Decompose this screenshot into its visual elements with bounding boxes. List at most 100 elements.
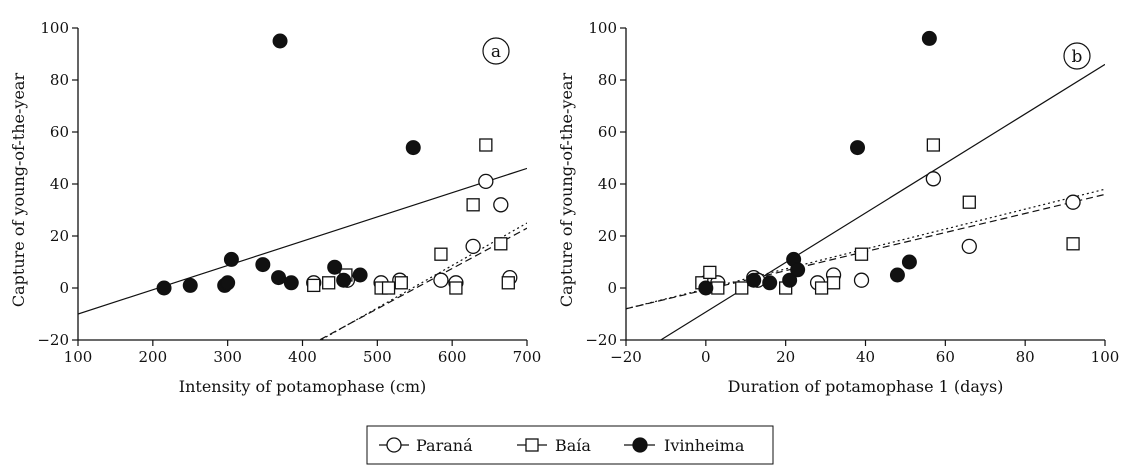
data-point-parana-b [1065, 194, 1081, 210]
data-point-baia-b [926, 138, 941, 152]
data-point-parana-a [478, 173, 494, 190]
data-point-ivinheima-a [271, 270, 287, 286]
data-point-baia-b [814, 281, 829, 295]
x-axis-title-b: Duration of potamophase 1 (days) [728, 377, 1004, 396]
data-point-baia-b [711, 281, 725, 295]
data-point-ivinheima-a [223, 251, 239, 267]
data-point-baia-a [501, 276, 515, 290]
data-point-baia-a [394, 276, 408, 290]
x-tick-label-a: 300 [213, 348, 242, 366]
legend-label-parana: Paraná [416, 436, 473, 455]
legend-label-baia: Baía [555, 436, 591, 455]
y-tick-label-b: 0 [607, 279, 617, 297]
chart-panel-a: −20 0 20 40 60 80 100 100 200 300 400 500 600 700 Inte… [9, 19, 542, 396]
x-tick-label-b: 60 [936, 348, 955, 366]
fit-line-parana-a [319, 222, 527, 340]
data-point-baia-b [854, 247, 869, 261]
data-point-baia-b [703, 265, 717, 280]
data-point-baia-b [735, 281, 749, 295]
data-point-ivinheima-a [272, 33, 288, 49]
data-point-baia-a [434, 247, 448, 261]
data-point-baia-a [479, 138, 493, 152]
legend-marker-ivinheima [632, 437, 648, 453]
x-tick-label-a: 500 [363, 348, 392, 366]
data-point-ivinheima-a [405, 140, 421, 156]
y-tick-label-a: 100 [40, 19, 69, 37]
y-axis-title-a: Capture of young-of-the-year [9, 73, 28, 308]
data-point-baia-a [449, 281, 463, 295]
data-point-ivinheima-b [850, 140, 866, 156]
y-tick-label-b: 80 [598, 71, 617, 89]
data-point-ivinheima-b [746, 272, 762, 288]
fit-line-ivinheima-a [78, 167, 527, 315]
fit-line-ivinheima-b [660, 63, 1105, 340]
data-point-ivinheima-b [901, 254, 917, 270]
data-point-ivinheima-a [182, 277, 198, 293]
data-point-ivinheima-b [921, 30, 937, 46]
x-tick-label-b: 20 [776, 348, 795, 366]
data-point-parana-a [433, 272, 449, 288]
data-point-ivinheima-a [283, 275, 299, 291]
x-tick-label-b: 80 [1016, 348, 1035, 366]
data-point-baia-b [826, 276, 841, 290]
y-tick-label-b: 60 [598, 123, 617, 141]
data-point-ivinheima-a [255, 257, 271, 273]
x-tick-label-b: −20 [610, 348, 642, 366]
legend-item-parana: Paraná [379, 436, 473, 455]
legend: Paraná Baía Ivinheima [366, 425, 774, 465]
x-tick-label-a: 100 [64, 348, 93, 366]
data-point-baia-a [466, 198, 480, 212]
fit-line-baia-a [318, 227, 527, 340]
x-tick-label-a: 700 [513, 348, 542, 366]
data-point-baia-a [307, 278, 321, 293]
data-point-ivinheima-b [790, 262, 806, 278]
legend-marker-parana [386, 437, 402, 453]
legend-frame [366, 425, 774, 465]
x-tick-label-a: 600 [438, 348, 467, 366]
x-tick-label-b: 40 [856, 348, 875, 366]
panel-tag-circle-b [1063, 42, 1091, 70]
y-tick-label-a: −20 [37, 331, 69, 349]
data-point-ivinheima-a [220, 275, 236, 291]
y-tick-label-b: 20 [598, 227, 617, 245]
legend-item-baia: Baía [517, 436, 591, 455]
data-point-parana-a [493, 197, 509, 213]
y-tick-label-a: 20 [50, 227, 69, 245]
panel-tag-circle-a [482, 37, 510, 65]
data-point-baia-a [381, 281, 396, 295]
data-point-ivinheima-b [762, 275, 778, 291]
data-point-baia-a [494, 237, 508, 251]
data-point-baia-b [1066, 237, 1080, 251]
y-tick-label-a: 80 [50, 71, 69, 89]
data-point-ivinheima-a [336, 272, 352, 288]
y-tick-label-a: 0 [59, 279, 69, 297]
x-axis-title-a: Intensity of potamophase (cm) [179, 377, 426, 396]
legend-item-ivinheima: Ivinheima [624, 436, 745, 455]
data-point-ivinheima-a [352, 267, 368, 283]
data-point-ivinheima-a [327, 259, 343, 275]
x-tick-label-b: 100 [1091, 348, 1120, 366]
data-point-parana-b [925, 171, 942, 187]
data-point-baia-a [322, 276, 336, 290]
data-point-parana-b [853, 272, 870, 288]
y-tick-label-a: 60 [50, 123, 69, 141]
chart-panel-b: −20 0 20 40 60 80 100 −20 0 20 40 60 80 100 Duration o… [557, 19, 1119, 396]
y-tick-label-b: 100 [588, 19, 617, 37]
panel-tag-label-a: a [491, 42, 501, 62]
y-axis-title-b: Capture of young-of-the-year [557, 73, 576, 308]
y-tick-label-b: 40 [598, 175, 617, 193]
data-point-ivinheima-b [889, 267, 905, 283]
data-point-ivinheima-b [782, 272, 798, 288]
data-point-ivinheima-b [698, 280, 714, 296]
legend-label-ivinheima: Ivinheima [664, 436, 745, 455]
panel-tag-label-b: b [1072, 47, 1083, 67]
x-tick-label-a: 400 [288, 348, 317, 366]
data-point-baia-b [962, 195, 976, 209]
y-tick-label-a: 40 [50, 175, 69, 193]
x-tick-label-a: 200 [139, 348, 168, 366]
data-point-parana-a [465, 238, 481, 255]
data-point-ivinheima-a [156, 280, 172, 296]
data-point-parana-b [961, 238, 977, 255]
x-tick-label-b: 0 [701, 348, 711, 366]
